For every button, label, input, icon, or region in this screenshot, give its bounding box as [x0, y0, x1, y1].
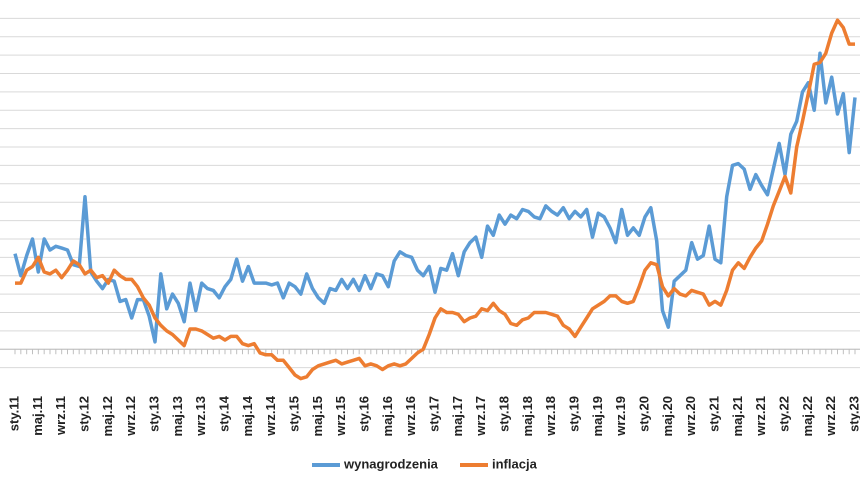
x-tick-label: wrz.21 [753, 396, 768, 437]
x-tick-label: sty.19 [566, 396, 581, 432]
x-tick-label: sty.21 [706, 396, 721, 432]
series-line [13, 51, 857, 344]
x-tick-label: wrz.19 [613, 396, 628, 437]
x-tick-label: sty.11 [6, 396, 21, 431]
legend-label: inflacja [492, 456, 538, 471]
x-tick-label: maj.21 [730, 396, 745, 436]
x-tick-label: wrz.12 [123, 396, 138, 437]
x-tick-label: maj.22 [800, 396, 815, 436]
x-tick-label: sty.22 [776, 396, 791, 432]
x-tick-label: sty.12 [76, 396, 91, 432]
x-tick-label: maj.17 [450, 396, 465, 436]
x-tick-label: wrz.22 [823, 396, 838, 437]
x-tick-label: sty.14 [216, 395, 231, 432]
x-tick-label: maj.15 [310, 396, 325, 436]
x-tick-label: wrz.18 [543, 396, 558, 437]
x-tick-label: wrz.15 [333, 396, 348, 437]
x-tick-label: maj.11 [30, 396, 45, 436]
x-tick-label: maj.12 [100, 396, 115, 436]
x-tick-label: maj.16 [380, 396, 395, 436]
x-tick-label: wrz.14 [263, 395, 278, 437]
x-tick-label: sty.23 [846, 396, 860, 432]
x-tick-label: maj.20 [660, 396, 675, 436]
x-tick-label: maj.13 [170, 396, 185, 436]
x-tick-label: maj.14 [240, 395, 255, 436]
x-tick-label: sty.16 [356, 396, 371, 432]
x-tick-label: sty.17 [426, 396, 441, 432]
x-tick-label: wrz.16 [403, 396, 418, 437]
x-tick-label: maj.19 [590, 396, 605, 436]
x-tick-label: maj.18 [520, 396, 535, 436]
x-tick-label: sty.18 [496, 396, 511, 432]
legend-label: wynagrodzenia [343, 456, 439, 471]
x-tick-label: wrz.11 [53, 396, 68, 436]
x-tick-label: sty.20 [636, 396, 651, 432]
x-tick-label: sty.15 [286, 396, 301, 432]
series-line [15, 18, 855, 381]
x-tick-label: wrz.17 [473, 396, 488, 437]
x-tick-label: sty.13 [146, 396, 161, 432]
x-tick-label: wrz.20 [683, 396, 698, 437]
x-tick-label: wrz.13 [193, 396, 208, 437]
